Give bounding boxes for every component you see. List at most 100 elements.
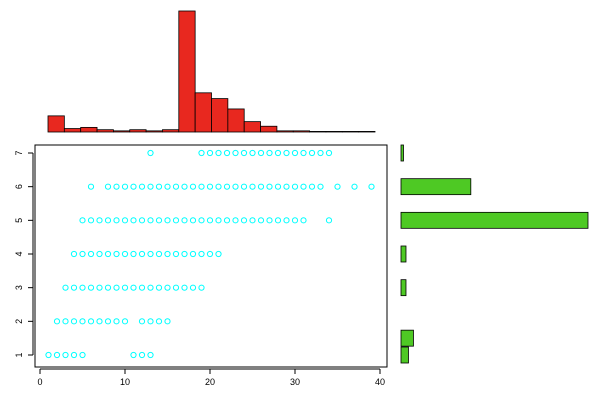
top-histogram (47, 10, 376, 133)
right-histogram (400, 144, 589, 364)
scatter-point (274, 217, 282, 224)
top-histogram-bar (309, 131, 327, 133)
scatter-point (164, 183, 171, 190)
scatter-point (164, 284, 171, 291)
scatter-point (189, 217, 197, 224)
x-axis: 0 10 20 30 40 (37, 368, 385, 387)
scatter-point (249, 217, 256, 224)
scatter-point (87, 250, 95, 258)
scatter-point (138, 250, 146, 258)
y-tick-label: 4 (14, 251, 24, 256)
scatter-point (240, 149, 248, 157)
scatter-point (70, 318, 78, 325)
y-tick-label: 1 (14, 352, 24, 357)
top-histogram-bar (178, 10, 196, 133)
scatter-point (121, 250, 129, 258)
scatter-point (70, 284, 78, 291)
top-histogram-bar (358, 131, 376, 133)
right-histogram-bar (400, 245, 407, 263)
scatter-point (257, 183, 265, 190)
scatter-point (274, 149, 282, 157)
y-tick-label: 7 (14, 150, 24, 155)
scatter-point (79, 351, 86, 359)
scatter-point (155, 284, 163, 291)
scatter-point (206, 217, 214, 224)
top-histogram-bar (113, 130, 131, 133)
scatter-point (215, 217, 222, 224)
scatter-point (138, 284, 146, 291)
scatter-point (164, 250, 171, 258)
scatter-point (113, 284, 120, 291)
scatter-point (79, 284, 86, 291)
scatter-point (283, 217, 290, 224)
scatter-point (198, 217, 205, 224)
scatter-point (147, 318, 154, 325)
scatter-point (62, 318, 69, 325)
y-tick-label: 2 (14, 319, 24, 324)
scatter-point (130, 250, 137, 258)
scatter-point (249, 183, 256, 190)
scatter-point (155, 318, 163, 325)
top-histogram-bar (47, 115, 65, 133)
scatter-point (138, 183, 146, 190)
scatter-point (266, 183, 273, 190)
scatter-plot-frame (34, 144, 388, 368)
scatter-point (113, 183, 120, 190)
scatter-point (164, 318, 171, 325)
scatter-point (317, 183, 324, 190)
scatter-point (138, 318, 146, 325)
scatter-point (181, 183, 188, 190)
top-histogram-bar (260, 125, 278, 133)
scatter-point (189, 183, 197, 190)
y-tick-label: 5 (14, 218, 24, 223)
scatter-point (325, 149, 333, 157)
scatter-point (172, 183, 180, 190)
right-histogram-bar (400, 329, 414, 347)
scatter-point (121, 284, 129, 291)
scatter-point (96, 318, 103, 325)
scatter-point (87, 183, 95, 190)
top-histogram-bar (63, 128, 82, 133)
top-histogram-bar (194, 92, 212, 133)
scatter-point (147, 351, 154, 359)
scatter-point (308, 183, 316, 190)
scatter-point (113, 217, 120, 224)
right-histogram-bar (400, 211, 589, 229)
top-histogram-bar (292, 130, 311, 133)
scatter-point (87, 217, 95, 224)
scatter-point (87, 284, 95, 291)
scatter-point (121, 318, 129, 325)
scatter-point (223, 217, 231, 224)
scatter-point (172, 284, 180, 291)
scatter-point (206, 250, 214, 258)
scatter-point (266, 217, 273, 224)
scatter-point (181, 250, 188, 258)
scatter-point (104, 284, 112, 291)
scatter-point (172, 217, 180, 224)
scatter-point (155, 183, 163, 190)
x-tick-label: 20 (205, 377, 215, 387)
scatter-point (240, 183, 248, 190)
scatter-point (300, 183, 307, 190)
scatter-point (351, 183, 358, 190)
scatter-point (266, 149, 273, 157)
scatter-point (172, 250, 180, 258)
top-histogram-bar (80, 126, 98, 133)
scatter-point (104, 318, 112, 325)
right-histogram-bar (400, 144, 404, 162)
scatter-point (232, 183, 239, 190)
scatter-point (223, 183, 231, 190)
scatter-point (317, 149, 324, 157)
y-tick-label: 6 (14, 184, 24, 189)
x-tick-label: 40 (375, 377, 385, 387)
scatter-point (283, 183, 290, 190)
scatter-point (300, 149, 307, 157)
scatter-point (79, 318, 86, 325)
top-histogram-bar (162, 129, 180, 133)
scatter-point (147, 284, 154, 291)
scatter-point (291, 217, 299, 224)
scatter-point (113, 250, 120, 258)
scatter-point (274, 183, 282, 190)
scatter-point (62, 284, 69, 291)
